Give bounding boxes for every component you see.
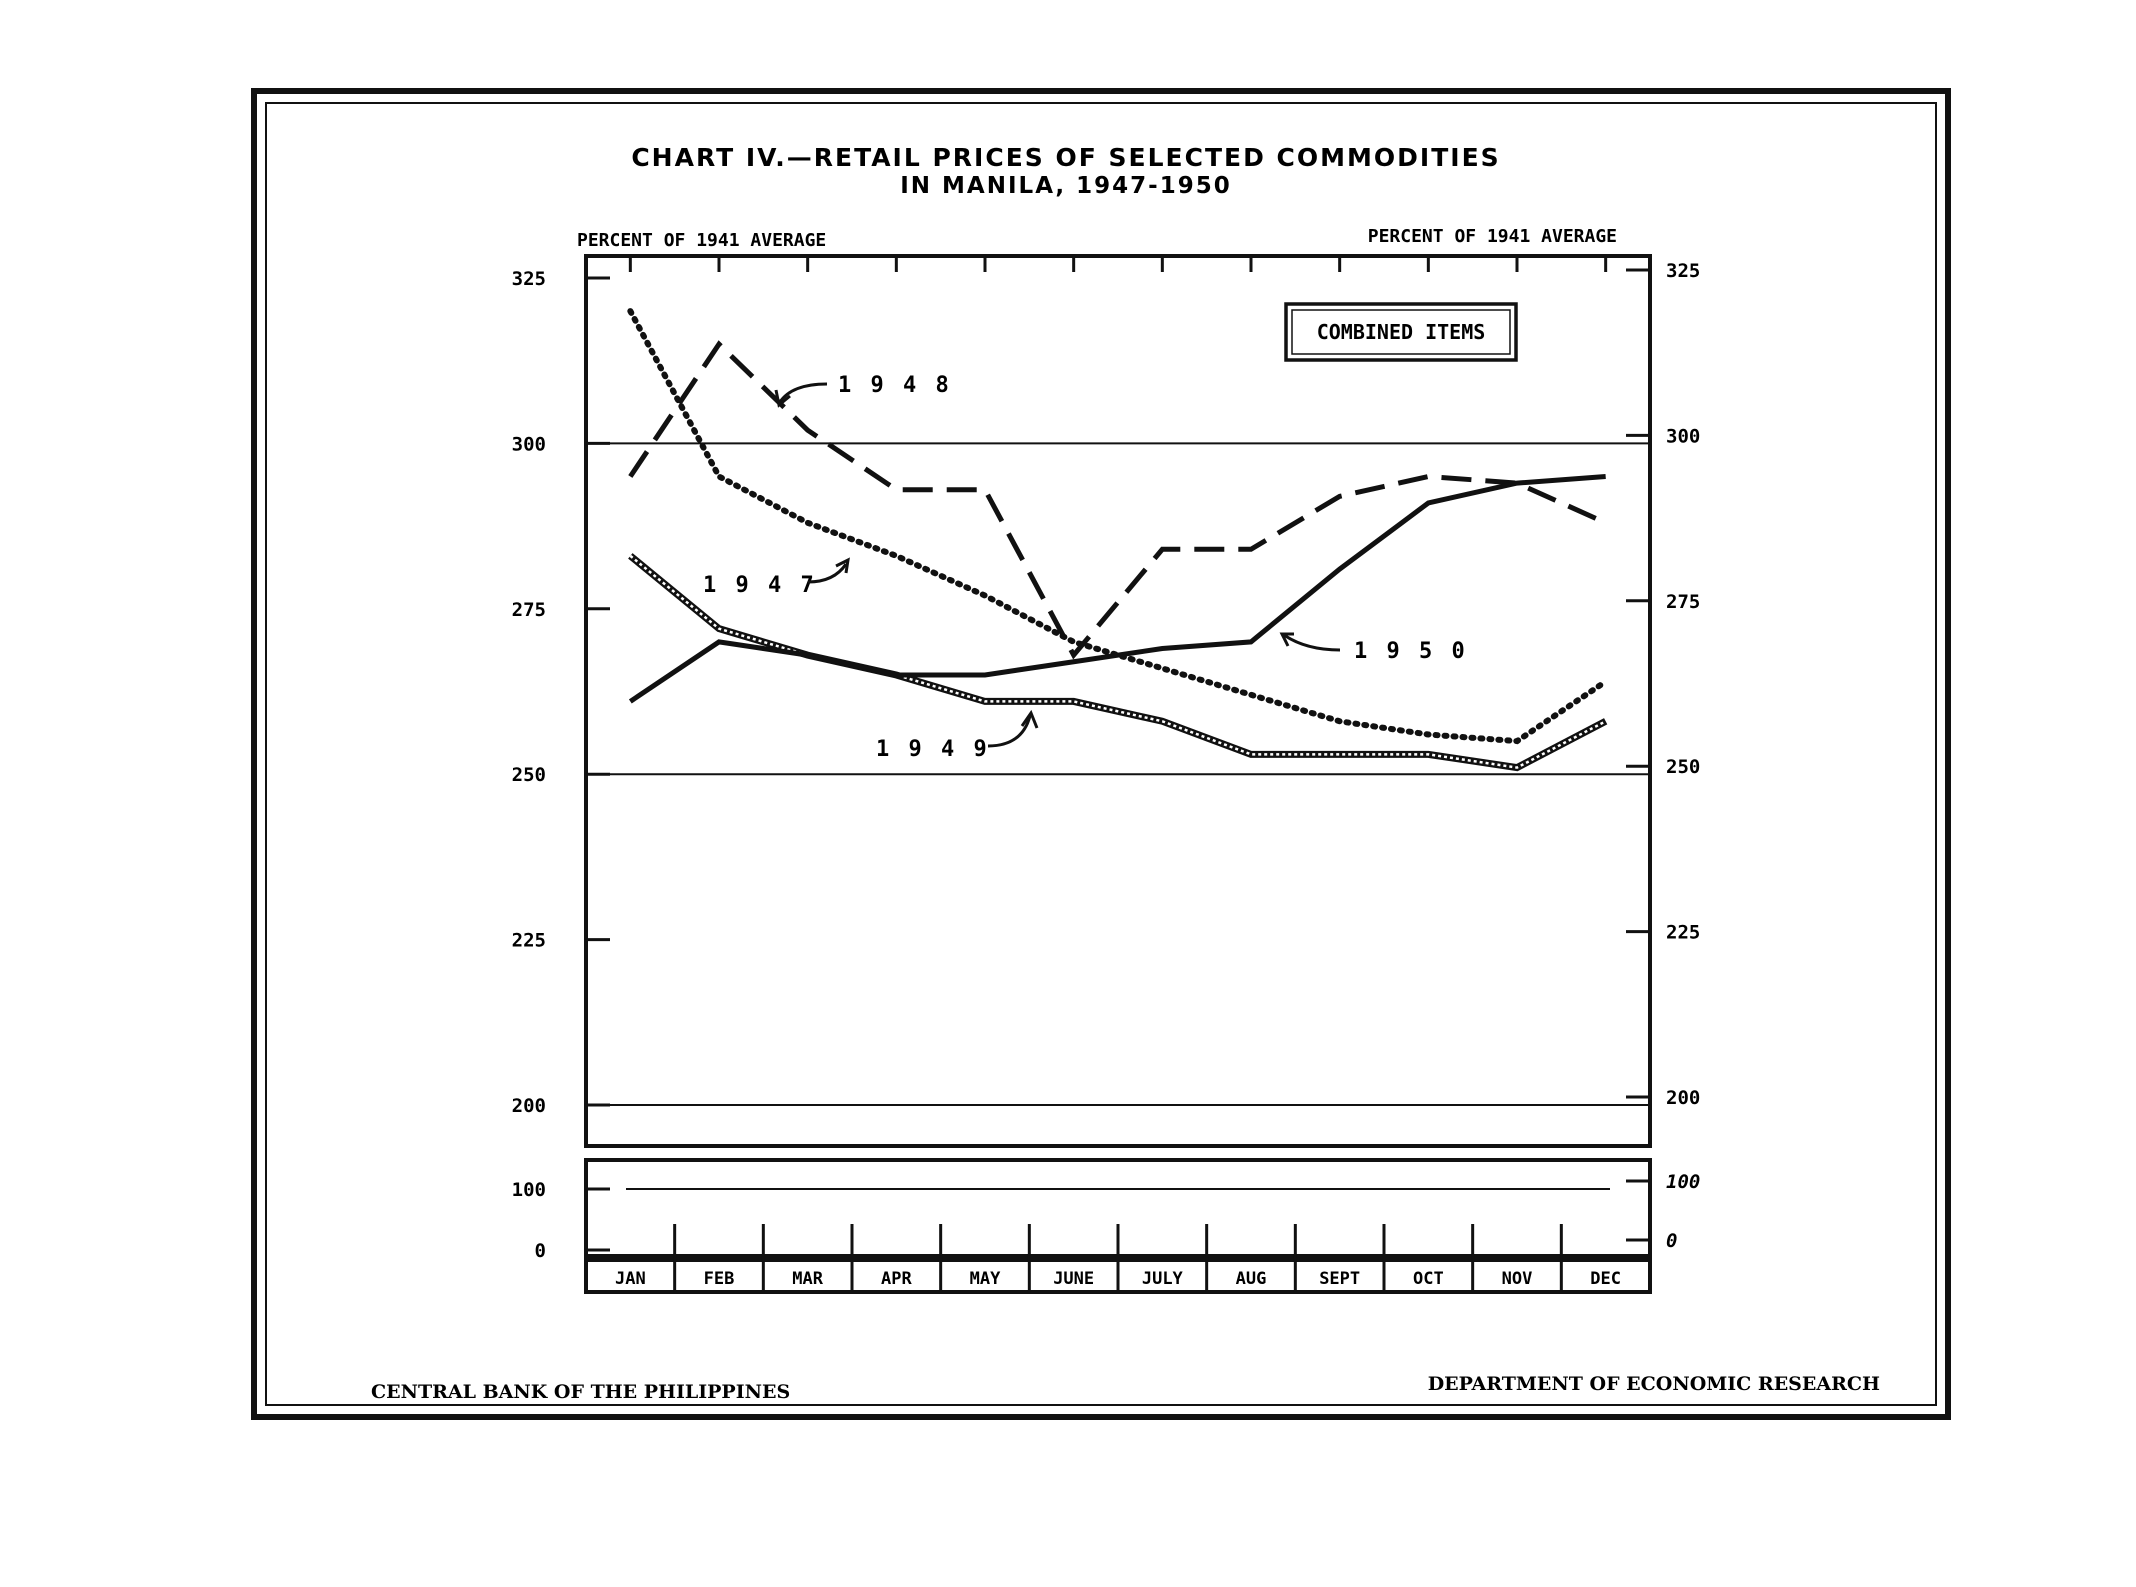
y-tick-label-left: 250 [512, 764, 546, 786]
series-label-1947-group: 1 9 4 7 [703, 557, 850, 598]
y-tick-label-left: 225 [512, 930, 546, 952]
x-tick-label: SEPT [1319, 1269, 1360, 1289]
legend-box-inner [1291, 309, 1511, 355]
y-tick-label-right: 325 [1666, 260, 1700, 282]
y-tick-label-left: 200 [512, 1095, 546, 1117]
lower-panel: 100 0 100 0 [512, 1171, 1701, 1262]
series-label-1950-group: 1 9 5 0 [1279, 632, 1468, 664]
series-line-1950 [628, 473, 1606, 704]
chart-subtitle: IN MANILA, 1947-1950 [900, 173, 1232, 199]
chart-frame [251, 88, 1951, 1420]
series-label-1949: 1 9 4 9 [876, 737, 990, 762]
top-tick-marks [628, 256, 1608, 272]
series-label-1949-group: 1 9 4 9 [876, 709, 1039, 762]
y-tick-label-left: 325 [512, 268, 546, 290]
chart-title: CHART IV.—RETAIL PRICES OF SELECTED COMM… [631, 143, 1500, 172]
series-label-1950-leader [1283, 633, 1341, 652]
series-label-1948-leader [778, 382, 828, 403]
x-tick-label: DEC [1590, 1269, 1621, 1289]
y-tick-label-right: 225 [1666, 922, 1700, 944]
series-label-1949-leader [987, 715, 1032, 748]
series-label-1947-leader [807, 563, 848, 584]
x-tick-label: MAY [970, 1269, 1001, 1289]
series-label-1948-arrowhead [774, 389, 791, 408]
x-tick-label: AUG [1236, 1269, 1267, 1289]
y-tick-label-right: 300 [1666, 425, 1700, 447]
footer-left: CENTRAL BANK OF THE PHILIPPINES [371, 1381, 790, 1403]
y-tick-label-left: 275 [512, 599, 546, 621]
series-label-1948-group: 1 9 4 8 [774, 373, 952, 408]
y-axis-left: 325 300 275 250 225 200 [512, 268, 610, 1117]
footer-right: DEPARTMENT OF ECONOMIC RESEARCH [1428, 1373, 1880, 1395]
legend-box-text: COMBINED ITEMS [1317, 320, 1486, 344]
series-label-1947-arrowhead [835, 557, 850, 574]
x-tick-label: OCT [1413, 1269, 1444, 1289]
y-tick-label-right: 250 [1666, 756, 1700, 778]
reference-lines [586, 442, 1650, 1106]
x-axis: JAN FEB MAR APR MAY JUNE JULY AUG SEPT OCT NOV DEC [584, 1224, 1652, 1294]
series-line-1947 [627, 308, 1609, 745]
y-tick-label-left: 300 [512, 433, 546, 455]
x-tick-label: FEB [704, 1269, 735, 1289]
x-tick-label: MAR [792, 1269, 823, 1289]
x-tick-label: NOV [1502, 1269, 1533, 1289]
chart-frame-inner [265, 102, 1937, 1406]
plot-area-border [584, 254, 1652, 1148]
legend-box [1284, 302, 1518, 362]
y-tick-label-right: 200 [1666, 1087, 1700, 1109]
x-tick-label: JUNE [1053, 1269, 1094, 1289]
x-tick-label: APR [881, 1269, 912, 1289]
lower-tick-label-right: 100 [1666, 1171, 1700, 1193]
x-tick-label: JAN [615, 1269, 646, 1289]
series-layer [627, 308, 1609, 772]
series-label-1947: 1 9 4 7 [703, 573, 817, 598]
series-label-1949-arrowhead [1020, 709, 1039, 729]
y-tick-label-right: 275 [1666, 591, 1700, 613]
lower-tick-label-left: 100 [512, 1179, 546, 1201]
y-axis-right: 325 300 275 250 225 200 [1626, 260, 1700, 1109]
x-tick-label: JULY [1142, 1269, 1184, 1289]
y-axis-label-left: PERCENT OF 1941 AVERAGE [577, 230, 826, 251]
series-line-inner [629, 554, 1607, 769]
series-label-1950: 1 9 5 0 [1354, 639, 1468, 664]
lower-tick-label-left: 0 [535, 1240, 546, 1262]
series-label-1950-arrowhead [1279, 632, 1294, 647]
lower-tick-label-right: 0 [1666, 1230, 1677, 1252]
y-axis-label-right: PERCENT OF 1941 AVERAGE [1368, 226, 1617, 247]
series-label-1948: 1 9 4 8 [838, 373, 952, 398]
series-line-1948 [628, 340, 1607, 660]
